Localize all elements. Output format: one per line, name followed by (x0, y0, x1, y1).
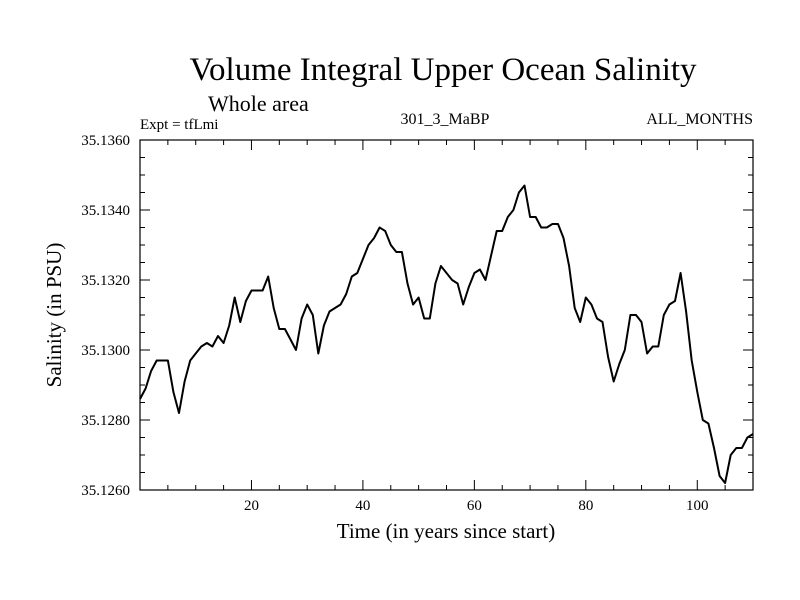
chart-title: Volume Integral Upper Ocean Salinity (189, 52, 697, 88)
y-tick-label: 35.1300 (81, 343, 130, 359)
y-tick-label: 35.1280 (81, 413, 130, 429)
run-label: 301_3_MaBP (401, 111, 490, 128)
x-tick-label: 100 (686, 498, 709, 514)
months-label: ALL_MONTHS (646, 111, 753, 128)
experiment-label: Expt = tfLmi (140, 117, 218, 133)
y-tick-label: 35.1260 (81, 483, 130, 499)
x-axis-label: Time (in years since start) (337, 519, 556, 543)
y-tick-label: 35.1360 (81, 133, 130, 149)
x-tick-label: 80 (578, 498, 593, 514)
x-tick-label: 20 (244, 498, 259, 514)
y-tick-label: 35.1340 (81, 203, 130, 219)
x-tick-label: 60 (467, 498, 482, 514)
chart-subtitle: Whole area (208, 91, 309, 116)
y-tick-label: 35.1320 (81, 273, 130, 289)
salinity-series-line (139, 184, 754, 484)
axis-ticks (139, 139, 754, 491)
y-tick-labels: 35.1260 35.1280 35.1300 35.1320 35.1340 35.13… (81, 133, 130, 499)
x-tick-labels: 20 40 60 80 100 (244, 498, 709, 514)
x-tick-label: 40 (355, 498, 370, 514)
y-axis-label: Salinity (in PSU) (42, 243, 66, 388)
